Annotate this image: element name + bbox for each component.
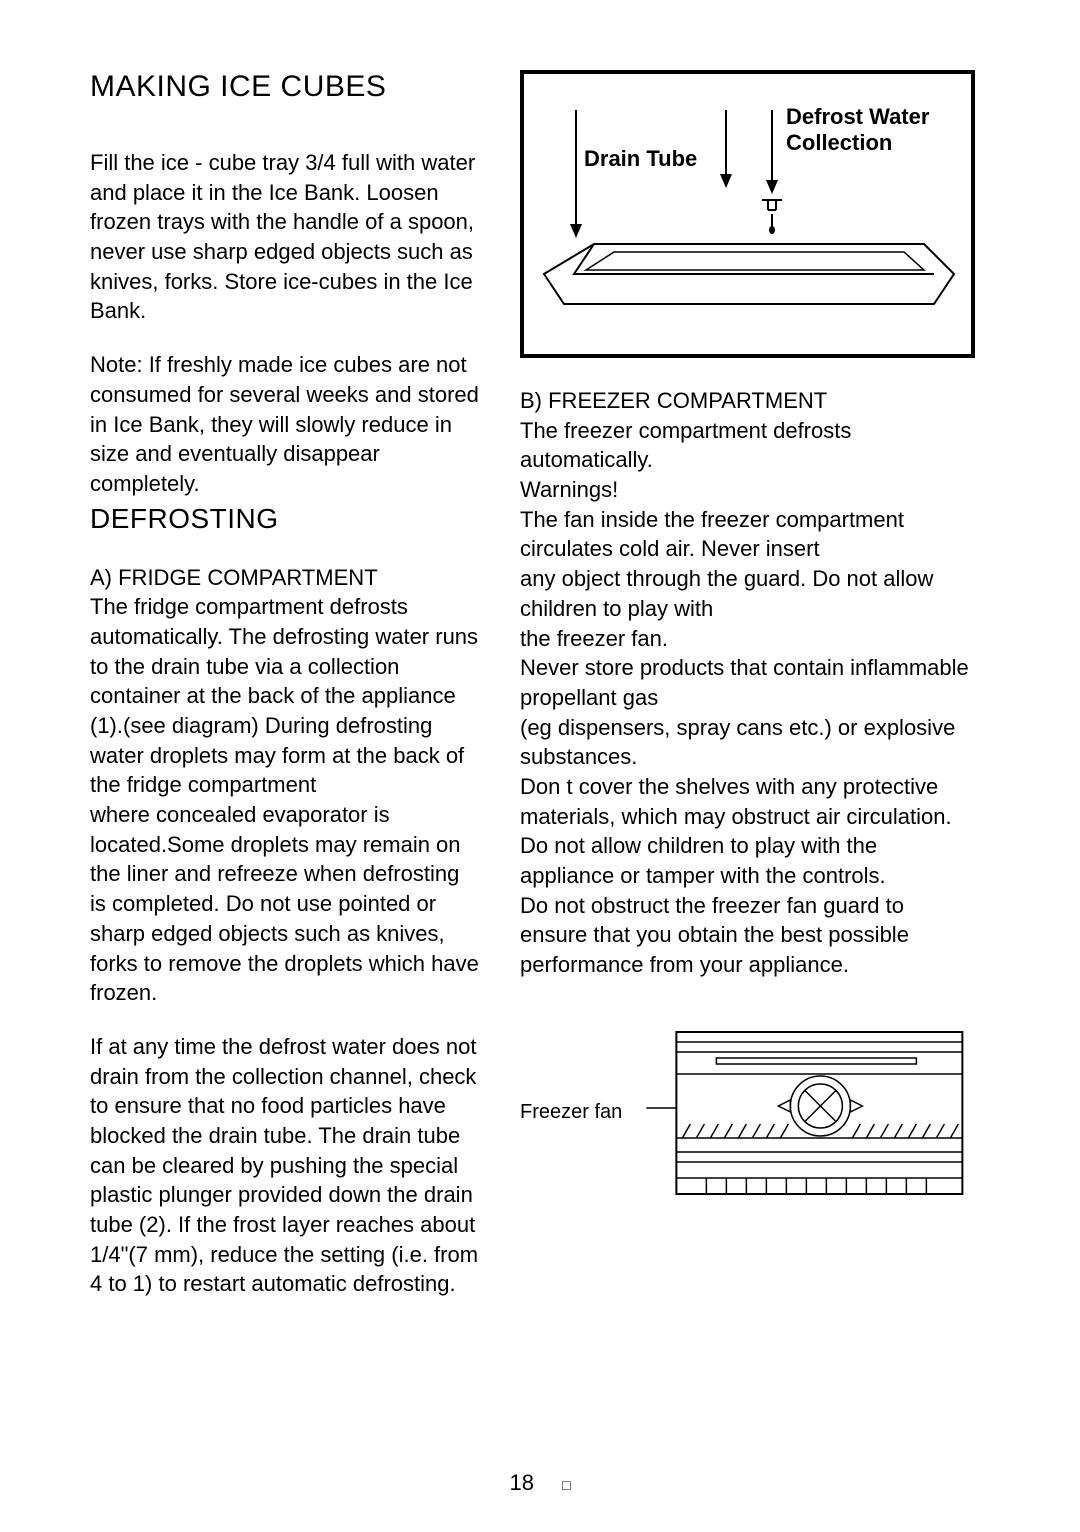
para-freezer-body-1: The freezer compartment defrosts automat… [520, 418, 851, 473]
para-fridge-body-2: where concealed evaporator is located.So… [90, 800, 480, 1008]
para-warnings-heading: Warnings! [520, 475, 975, 505]
para-fridge-compartment: A) FRIDGE COMPARTMENT The fridge compart… [90, 563, 480, 801]
para-warning-guard: any object through the guard. Do not all… [520, 564, 975, 623]
freezer-fan-label: Freezer fan [520, 1101, 622, 1124]
page-content: MAKING ICE CUBES Fill the ice - cube tra… [90, 70, 1010, 1323]
para-warning-explosive: (eg dispensers, spray cans etc.) or expl… [520, 713, 975, 772]
para-warning-propellant: Never store products that contain inflam… [520, 653, 975, 712]
right-column: Drain Tube Defrost Water Collection [520, 70, 975, 1323]
heading-making-ice-cubes: MAKING ICE CUBES [90, 70, 480, 104]
para-warning-fan-guard: Do not obstruct the freezer fan guard to… [520, 891, 975, 980]
para-warning-freezer-fan: the freezer fan. [520, 624, 975, 654]
heading-defrosting: DEFROSTING [90, 503, 480, 535]
para-warning-shelves: Don t cover the shelves with any protect… [520, 772, 975, 831]
freezer-fan-diagram-row: Freezer fan [520, 1028, 975, 1198]
para-ice-cube-note: Note: If freshly made ice cubes are not … [90, 350, 480, 498]
para-warning-fan: The fan inside the freezer compartment c… [520, 505, 975, 564]
sub-heading-b: B) FREEZER COMPARTMENT [520, 388, 827, 413]
freezer-fan-svg [638, 1028, 975, 1198]
drain-tube-diagram: Drain Tube Defrost Water Collection [520, 70, 975, 358]
para-ice-cube-instructions: Fill the ice - cube tray 3/4 full with w… [90, 148, 480, 326]
page-marker: □ [540, 1477, 570, 1493]
drain-tube-svg [524, 74, 971, 354]
sub-heading-a: A) FRIDGE COMPARTMENT [90, 565, 378, 590]
para-fridge-body-1: The fridge compartment defrosts automati… [90, 594, 478, 797]
para-warning-children: Do not allow children to play with the a… [520, 831, 975, 890]
para-fridge-body-3: If at any time the defrost water does no… [90, 1032, 480, 1299]
left-column: MAKING ICE CUBES Fill the ice - cube tra… [90, 70, 480, 1323]
para-freezer-compartment: B) FREEZER COMPARTMENT The freezer compa… [520, 386, 975, 475]
page-number: 18 □ [0, 1470, 1080, 1496]
page-number-value: 18 [509, 1470, 533, 1495]
